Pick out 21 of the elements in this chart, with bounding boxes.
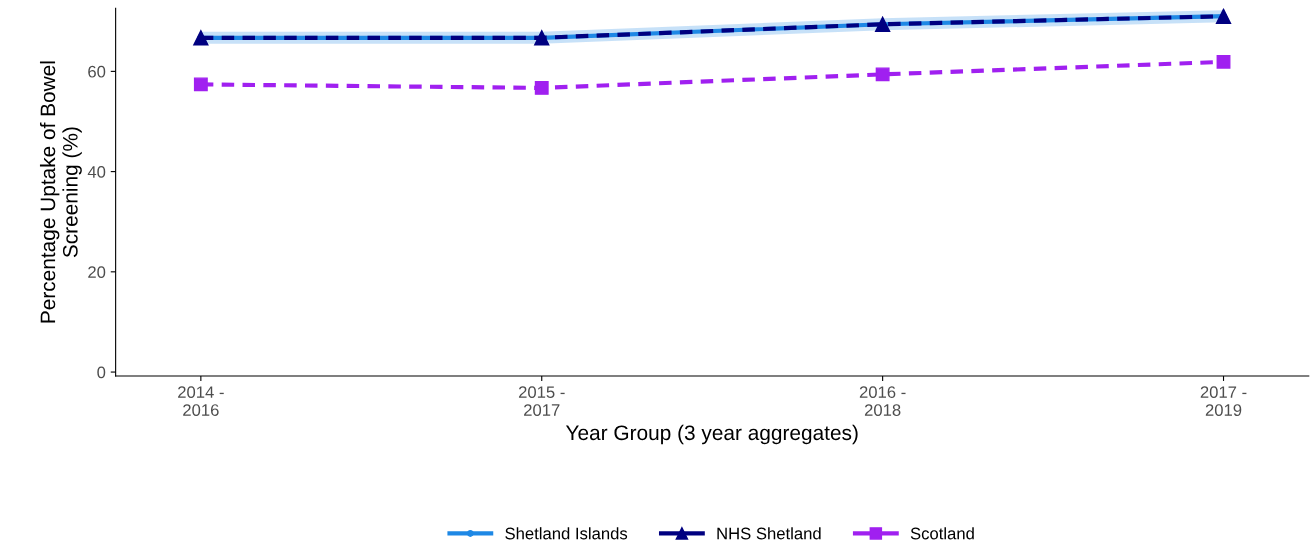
x-tick-label: 2014 - 2016 [178, 386, 224, 416]
point [193, 77, 208, 92]
x-tick-label: 2015 - 2017 [518, 386, 565, 416]
x-tick-label: 2016 - 2018 [859, 386, 906, 416]
legend-label: NHS Shetland [717, 527, 821, 540]
y-tick-label: 20 [88, 266, 106, 279]
y-tick-label: 40 [87, 166, 106, 178]
x-axis-title: Year Group (3 year aggregates) [565, 424, 858, 445]
x-tick-label: 2017 - 2019 [1200, 386, 1247, 416]
point [875, 67, 890, 82]
legend-label: Shetland Islands [505, 527, 628, 540]
point [1216, 54, 1231, 69]
point [534, 30, 550, 46]
point [1215, 8, 1232, 24]
point [874, 16, 891, 32]
y-axis-title: Percentage Uptake of Bowel Screening (%) [39, 61, 82, 323]
point [534, 80, 549, 95]
y-tick-label: 0 [97, 366, 106, 379]
point [193, 30, 209, 46]
legend-label: Scotland [910, 527, 974, 540]
y-tick-label: 60 [88, 65, 106, 78]
